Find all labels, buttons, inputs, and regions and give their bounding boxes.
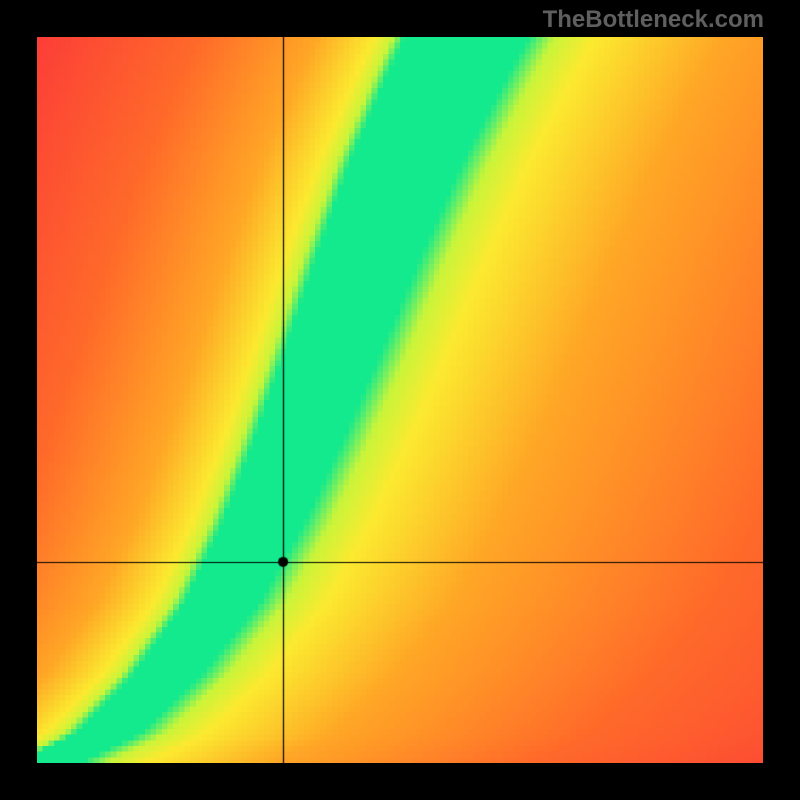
chart-container: { "watermark": { "text": "TheBottleneck.… xyxy=(0,0,800,800)
crosshair-overlay xyxy=(37,37,763,763)
watermark-label: TheBottleneck.com xyxy=(543,6,764,34)
